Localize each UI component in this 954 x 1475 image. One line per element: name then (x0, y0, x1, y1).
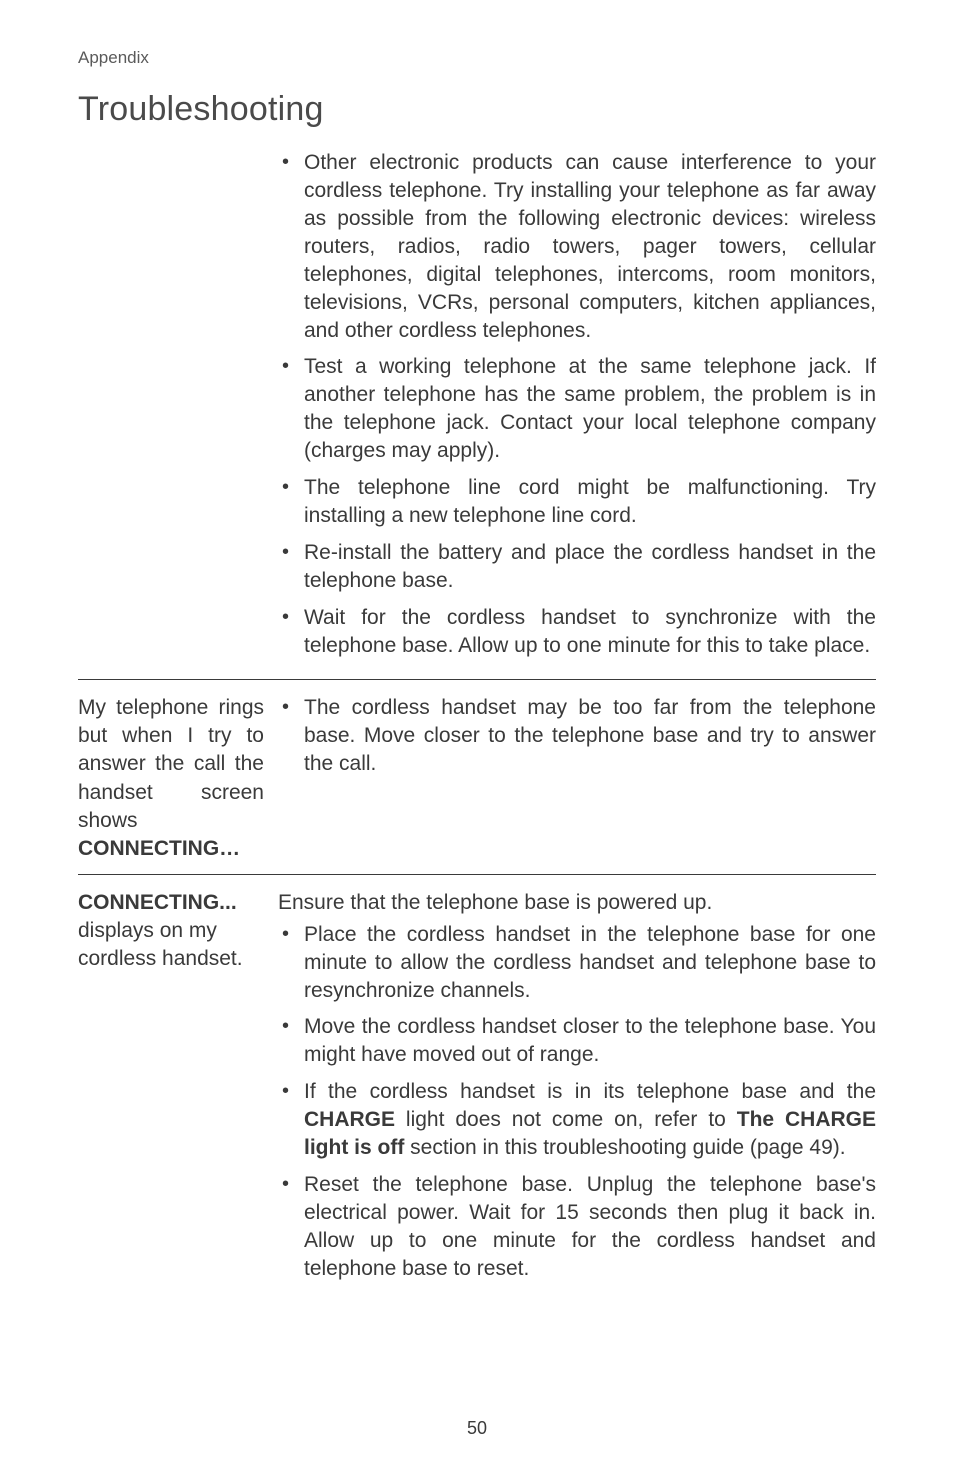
row-content: Ensure that the telephone base is powere… (278, 889, 876, 1292)
row-label (78, 149, 278, 669)
page: Appendix Troubleshooting Other electroni… (0, 0, 954, 1475)
row-label: My telephone rings but when I try to ans… (78, 694, 278, 864)
appendix-label: Appendix (78, 48, 876, 68)
intro-text: Ensure that the telephone base is powere… (278, 889, 876, 917)
list-item: Place the cordless handset in the teleph… (278, 921, 876, 1005)
troubleshooting-row: My telephone rings but when I try to ans… (78, 694, 876, 864)
list-item: The telephone line cord might be malfunc… (278, 474, 876, 530)
list-item: Reset the telephone base. Unplug the tel… (278, 1171, 876, 1283)
troubleshooting-row: CONNECTING... displays on my cordless ha… (78, 889, 876, 1292)
row-label: CONNECTING... displays on my cordless ha… (78, 889, 278, 1292)
list-item: Move the cordless handset closer to the … (278, 1013, 876, 1069)
list-item: The cordless handset may be too far from… (278, 694, 876, 778)
page-title: Troubleshooting (78, 90, 876, 129)
page-number: 50 (0, 1418, 954, 1439)
divider (78, 679, 876, 680)
row-content: The cordless handset may be too far from… (278, 694, 876, 864)
row-content: Other electronic products can cause inte… (278, 149, 876, 669)
list-item: If the cordless handset is in its teleph… (278, 1078, 876, 1162)
troubleshooting-row: Other electronic products can cause inte… (78, 149, 876, 669)
list-item: Re-install the battery and place the cor… (278, 539, 876, 595)
list-item: Wait for the cordless handset to synchro… (278, 604, 876, 660)
list-item: Other electronic products can cause inte… (278, 149, 876, 344)
list-item: Test a working telephone at the same tel… (278, 353, 876, 465)
divider (78, 874, 876, 875)
